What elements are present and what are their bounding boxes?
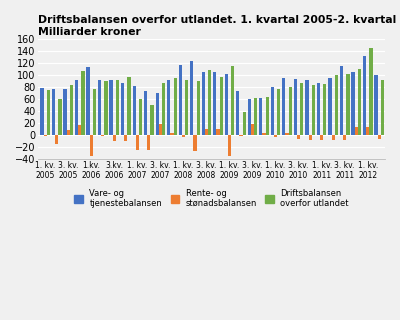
Bar (366, 127, 369, 135)
Bar (282, 78, 286, 135)
Bar (297, 135, 300, 139)
Bar (363, 56, 366, 135)
Bar (124, 135, 128, 141)
Bar (323, 84, 326, 135)
Bar (300, 83, 304, 135)
Bar (101, 135, 104, 136)
Bar (52, 89, 55, 135)
Bar (150, 105, 154, 135)
Bar (381, 80, 384, 135)
Bar (320, 135, 323, 140)
Legend: Vare- og
tjenestebalansen, Rente- og
stønadsbalansen, Driftsbalansen
overfor utl: Vare- og tjenestebalansen, Rente- og stø… (74, 188, 349, 208)
Bar (58, 99, 62, 135)
Bar (174, 78, 177, 135)
Bar (266, 97, 269, 135)
Bar (44, 135, 47, 136)
Bar (86, 67, 90, 135)
Bar (343, 135, 346, 140)
Bar (55, 135, 58, 144)
Bar (63, 89, 67, 135)
Bar (144, 91, 147, 135)
Bar (262, 133, 266, 135)
Bar (248, 99, 251, 135)
Bar (254, 98, 257, 135)
Bar (78, 125, 81, 135)
Bar (294, 79, 297, 135)
Bar (251, 124, 254, 135)
Bar (239, 135, 243, 136)
Bar (202, 72, 205, 135)
Bar (190, 61, 193, 135)
Bar (104, 81, 108, 135)
Bar (354, 127, 358, 135)
Bar (340, 66, 343, 135)
Bar (243, 112, 246, 135)
Bar (178, 65, 182, 135)
Bar (170, 133, 174, 135)
Bar (121, 83, 124, 135)
Bar (277, 89, 280, 135)
Bar (116, 80, 119, 135)
Bar (75, 80, 78, 135)
Bar (317, 83, 320, 135)
Bar (259, 98, 262, 135)
Bar (236, 91, 239, 135)
Bar (193, 135, 196, 151)
Bar (374, 75, 378, 135)
Bar (312, 85, 315, 135)
Bar (70, 84, 73, 135)
Bar (113, 135, 116, 141)
Bar (369, 48, 372, 135)
Bar (286, 133, 289, 135)
Bar (205, 129, 208, 135)
Bar (132, 86, 136, 135)
Bar (185, 80, 188, 135)
Bar (289, 87, 292, 135)
Bar (332, 135, 335, 140)
Bar (351, 72, 354, 135)
Bar (346, 74, 350, 135)
Bar (271, 87, 274, 135)
Bar (156, 93, 159, 135)
Bar (358, 69, 361, 135)
Bar (81, 71, 84, 135)
Bar (67, 130, 70, 135)
Bar (213, 72, 216, 135)
Bar (208, 70, 211, 135)
Bar (216, 129, 220, 135)
Bar (147, 135, 150, 149)
Bar (128, 77, 131, 135)
Bar (98, 80, 101, 135)
Bar (110, 80, 113, 135)
Bar (378, 135, 381, 139)
Bar (305, 80, 308, 135)
Bar (225, 74, 228, 135)
Text: Driftsbalansen overfor utlandet. 1. kvartal 2005-2. kvartal 2012.
Milliarder kro: Driftsbalansen overfor utlandet. 1. kvar… (38, 15, 400, 36)
Bar (93, 89, 96, 135)
Bar (228, 135, 231, 156)
Bar (139, 99, 142, 135)
Bar (308, 135, 312, 140)
Bar (196, 81, 200, 135)
Bar (47, 90, 50, 135)
Bar (159, 124, 162, 135)
Bar (328, 78, 332, 135)
Bar (231, 66, 234, 135)
Bar (335, 75, 338, 135)
Bar (162, 83, 165, 135)
Bar (182, 135, 185, 137)
Bar (90, 135, 93, 156)
Bar (274, 135, 277, 137)
Bar (40, 88, 44, 135)
Bar (136, 135, 139, 149)
Bar (220, 77, 223, 135)
Bar (167, 80, 170, 135)
